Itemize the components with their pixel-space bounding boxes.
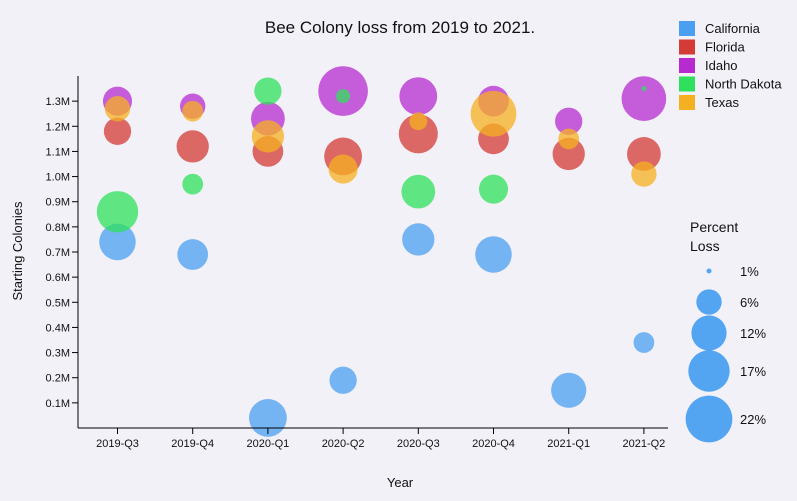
data-point: [104, 96, 131, 122]
legend-label: Idaho: [705, 58, 738, 73]
data-point: [402, 223, 435, 256]
data-point: [176, 130, 209, 163]
legend-label: Texas: [705, 95, 739, 110]
y-tick-label: 0.9M: [46, 197, 70, 209]
data-point: [552, 137, 585, 171]
x-tick-label: 2021-Q2: [622, 438, 665, 450]
data-point: [336, 89, 351, 104]
size-legend-label: 6%: [740, 295, 759, 310]
data-point: [329, 366, 357, 394]
y-tick-label: 1.1M: [46, 146, 70, 158]
data-point: [478, 174, 509, 204]
data-point: [399, 77, 438, 116]
y-axis: 0.1M 0.2M 0.3M 0.4M 0.5M 0.6M 0.7M 0.8M 0.9M 1.0M…: [46, 76, 79, 428]
data-point: [551, 372, 587, 408]
data-point: [555, 107, 583, 135]
color-legend: California Florida Idaho North Dakota Texas: [679, 21, 782, 110]
y-tick-label: 0.8M: [46, 222, 70, 234]
x-axis: 2019-Q3 2019-Q4 2020-Q1 2020-Q2 2020-Q3 2020-…: [78, 427, 668, 450]
x-tick-label: 2020-Q2: [322, 438, 365, 450]
data-point: [633, 332, 655, 353]
legend-swatch: [679, 95, 695, 110]
data-point: [251, 120, 285, 153]
size-legend-circle: [685, 395, 733, 443]
x-tick-label: 2020-Q1: [246, 438, 289, 450]
data-point: [182, 173, 204, 195]
data-point: [96, 191, 139, 233]
legend-swatch: [679, 39, 695, 55]
data-point: [621, 76, 667, 121]
x-tick-label: 2019-Q3: [96, 438, 139, 450]
data-point: [177, 239, 209, 270]
size-legend-label: 1%: [740, 264, 759, 279]
data-point: [631, 161, 657, 187]
y-tick-label: 0.5M: [46, 297, 70, 309]
legend-swatch: [679, 76, 695, 92]
size-legend: Percent Loss 1% 6% 12% 17% 22%: [685, 219, 766, 443]
y-tick-label: 1.2M: [46, 121, 70, 133]
data-point: [401, 174, 436, 209]
data-point: [328, 154, 358, 184]
y-tick-label: 0.4M: [46, 322, 70, 334]
legend-swatch: [679, 21, 695, 36]
y-tick-label: 1.3M: [46, 96, 70, 108]
size-legend-title: Loss: [690, 238, 720, 254]
size-legend-title: Percent: [690, 219, 738, 235]
data-point: [248, 399, 287, 437]
data-point: [641, 86, 647, 92]
data-point: [558, 128, 580, 150]
size-legend-label: 22%: [740, 412, 766, 427]
size-legend-circle: [706, 268, 712, 274]
legend-swatch: [679, 58, 695, 73]
y-tick-label: 0.6M: [46, 272, 70, 284]
size-legend-circle: [688, 350, 730, 392]
data-point: [398, 114, 438, 154]
x-tick-label: 2019-Q4: [171, 438, 214, 450]
data-point: [254, 77, 282, 105]
data-point: [470, 90, 517, 137]
y-tick-label: 0.2M: [46, 373, 70, 385]
size-legend-label: 17%: [740, 364, 766, 379]
y-tick-label: 0.1M: [46, 398, 70, 410]
size-legend-label: 12%: [740, 326, 766, 341]
size-legend-circle: [696, 289, 722, 315]
data-point: [409, 112, 428, 131]
y-tick-label: 1.0M: [46, 172, 70, 184]
chart-title: Bee Colony loss from 2019 to 2021.: [265, 18, 535, 37]
data-point: [475, 236, 512, 273]
x-tick-label: 2020-Q3: [397, 438, 440, 450]
x-tick-label: 2020-Q4: [472, 438, 515, 450]
data-point: [627, 137, 661, 171]
data-point: [182, 100, 204, 122]
data-point: [103, 117, 132, 145]
x-axis-title: Year: [387, 475, 414, 490]
data-point: [99, 223, 136, 261]
y-tick-label: 0.7M: [46, 247, 70, 259]
legend-label: North Dakota: [705, 77, 782, 92]
legend-label: California: [705, 21, 761, 36]
plot-area: [96, 66, 667, 437]
x-tick-label: 2021-Q1: [547, 438, 590, 450]
legend-label: Florida: [705, 40, 746, 55]
y-tick-label: 0.3M: [46, 348, 70, 360]
size-legend-circle: [691, 315, 727, 351]
y-axis-title: Starting Colonies: [10, 201, 25, 300]
